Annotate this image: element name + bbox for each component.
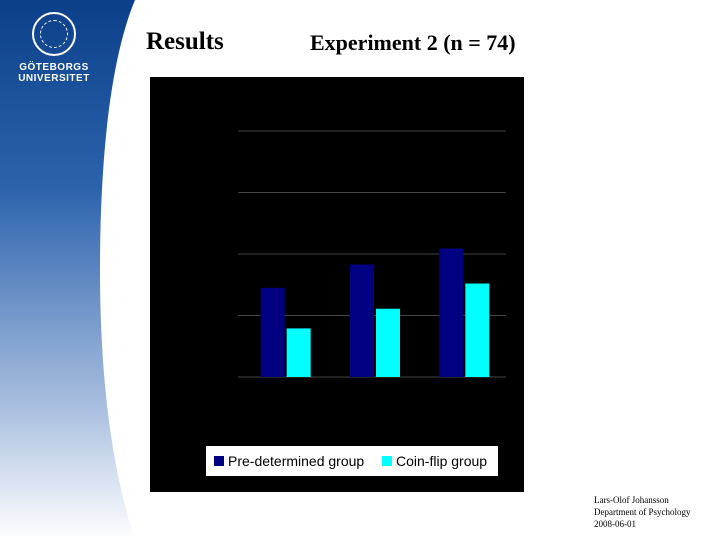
- footer-author: Lars-Olof Johansson: [594, 494, 690, 506]
- legend-swatch-2: [382, 456, 392, 466]
- bar-2-1: [287, 328, 311, 377]
- legend-label-2: Coin-flip group: [396, 453, 487, 469]
- footer-date: 2008-06-01: [594, 518, 690, 530]
- bar-1-1: [261, 288, 285, 377]
- bar-2-3: [465, 284, 489, 377]
- footer-credits: Lars-Olof Johansson Department of Psycho…: [594, 494, 690, 530]
- university-logo: GÖTEBORGS UNIVERSITET: [12, 12, 96, 84]
- bar-1-2: [350, 264, 374, 377]
- logo-line-2: UNIVERSITET: [12, 73, 96, 84]
- university-seal-icon: [32, 12, 76, 56]
- bar-chart: Pre-determined group Coin-flip group: [150, 77, 524, 492]
- footer-department: Department of Psychology: [594, 506, 690, 518]
- university-name: GÖTEBORGS UNIVERSITET: [12, 62, 96, 84]
- legend-swatch-1: [214, 456, 224, 466]
- legend-label-1: Pre-determined group: [228, 453, 364, 469]
- bar-1-3: [439, 248, 463, 377]
- bar-2-2: [376, 309, 400, 377]
- slide-subtitle: Experiment 2 (n = 74): [310, 30, 516, 56]
- logo-line-1: GÖTEBORGS: [12, 62, 96, 73]
- slide-title: Results: [146, 28, 224, 56]
